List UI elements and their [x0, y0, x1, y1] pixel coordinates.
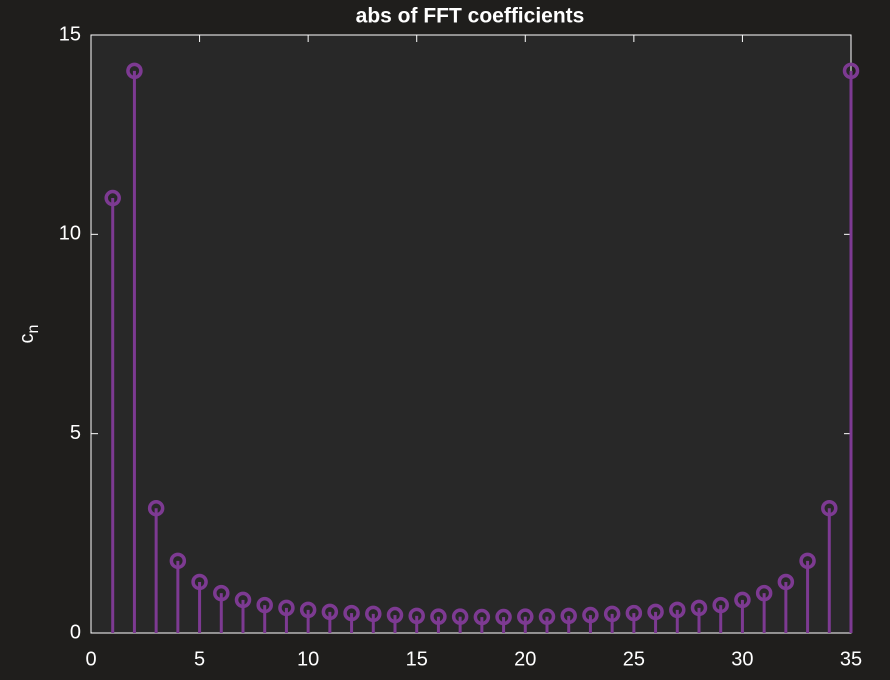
chart-title: abs of FFT coefficients: [356, 5, 585, 28]
x-tick-label: 10: [297, 648, 319, 670]
stem-marker: [299, 601, 317, 619]
stem-marker: [321, 603, 339, 621]
x-tick-label: 15: [406, 648, 428, 670]
stem-marker: [603, 605, 621, 623]
stem-marker: [777, 573, 795, 591]
y-label-subscript: n: [25, 325, 42, 334]
stem-marker: [191, 573, 208, 591]
x-tick-label: 25: [623, 648, 645, 670]
stem-marker: [126, 62, 143, 80]
stem-marker: [799, 552, 816, 570]
y-tick-label: 10: [59, 223, 81, 245]
stem-marker: [451, 608, 469, 625]
stem-marker: [256, 596, 273, 614]
stem-marker: [169, 552, 187, 570]
stem-marker: [365, 605, 382, 623]
stem-marker: [408, 607, 425, 625]
stem-marker: [386, 606, 404, 624]
stem-marker: [647, 603, 664, 621]
x-tick-label: 20: [514, 648, 536, 670]
stem-marker: [343, 604, 360, 622]
y-axis-label: cn: [16, 325, 42, 344]
stem-marker: [104, 189, 121, 207]
stem-marker: [517, 608, 534, 625]
stem-marker: [712, 596, 729, 614]
x-tick-label: 35: [840, 648, 862, 670]
stem-marker: [842, 62, 860, 80]
stem-marker: [213, 584, 230, 602]
x-tick-label: 0: [85, 648, 96, 670]
stem-marker: [690, 599, 708, 617]
stem-marker: [278, 599, 295, 617]
y-tick-label: 5: [70, 422, 81, 444]
stem-marker: [234, 591, 252, 609]
stem-marker: [473, 608, 491, 626]
stem-marker: [538, 608, 556, 625]
stem-marker: [560, 607, 577, 625]
stem-marker: [669, 601, 686, 619]
y-label-main: c: [16, 333, 38, 343]
y-tick-label: 15: [59, 23, 81, 45]
x-tick-label: 5: [194, 648, 205, 670]
stem-marker: [495, 608, 512, 626]
stem-marker: [625, 604, 643, 622]
stem-marker: [430, 608, 447, 625]
stem-marker: [582, 606, 599, 624]
stem-marker: [821, 499, 838, 517]
stem-marker: [755, 584, 773, 602]
x-tick-label: 30: [731, 648, 753, 670]
y-tick-label: 0: [70, 621, 81, 643]
stem-marker: [734, 591, 751, 609]
plot-area: [91, 35, 851, 633]
stem-marker: [147, 499, 165, 517]
